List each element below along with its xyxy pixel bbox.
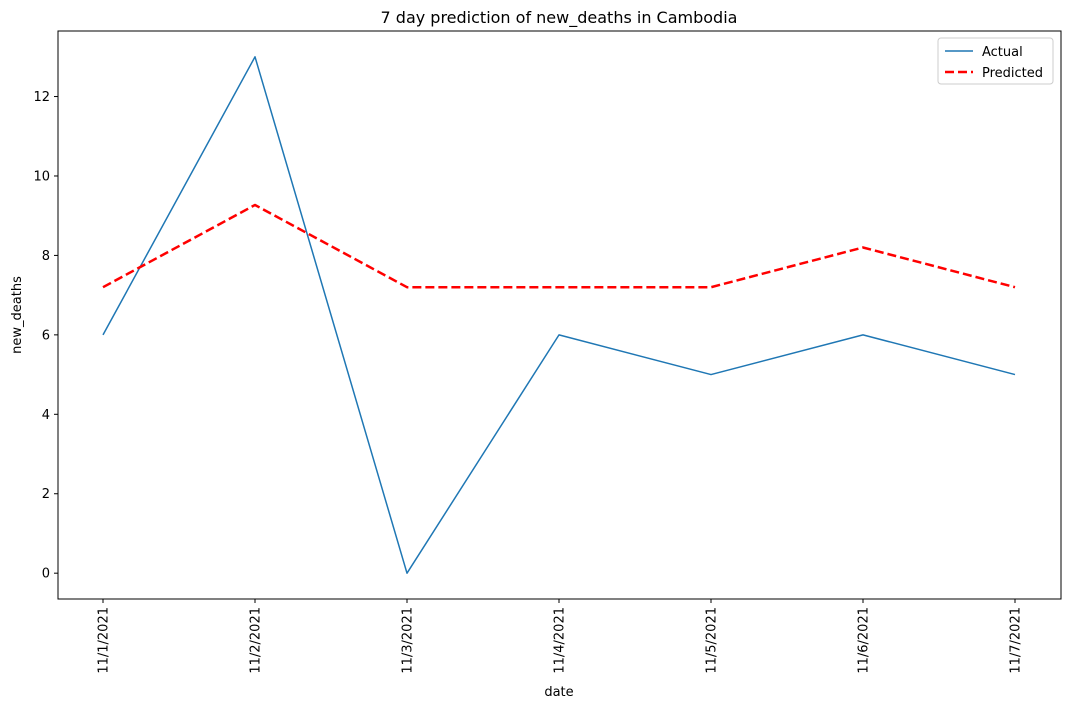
x-axis: 11/1/2021 11/2/2021 11/3/2021 11/4/2021 11/5… [97,599,1024,674]
y-tick-label: 6 [42,328,50,343]
y-axis: 0 2 4 6 8 10 12 [33,90,58,582]
series-line-actual [102,56,1016,574]
x-tick-label: 11/1/2021 [97,607,112,674]
plot-area [57,30,1062,600]
legend-label-actual: Actual [982,45,1023,60]
x-axis-label: date [544,685,573,700]
x-tick-label: 11/2/2021 [249,607,264,674]
series-layer [102,56,1016,574]
chart-title: 7 day prediction of new_deaths in Cambod… [381,8,738,28]
legend: Actual Predicted [937,37,1054,85]
y-tick-label: 12 [33,90,50,105]
y-tick-label: 10 [33,169,50,184]
y-tick-label: 2 [42,487,50,502]
x-tick-label: 11/5/2021 [705,607,720,674]
legend-label-predicted: Predicted [982,66,1043,81]
y-axis-label: new_deaths [10,276,25,354]
y-tick-label: 4 [42,408,50,423]
x-tick-label: 11/3/2021 [401,607,416,674]
y-tick-label: 0 [42,567,50,582]
x-tick-label: 11/6/2021 [857,607,872,674]
y-tick-label: 8 [42,249,50,264]
x-tick-label: 11/4/2021 [553,607,568,674]
series-line-predicted [102,203,1016,289]
x-tick-label: 11/7/2021 [1009,607,1024,674]
